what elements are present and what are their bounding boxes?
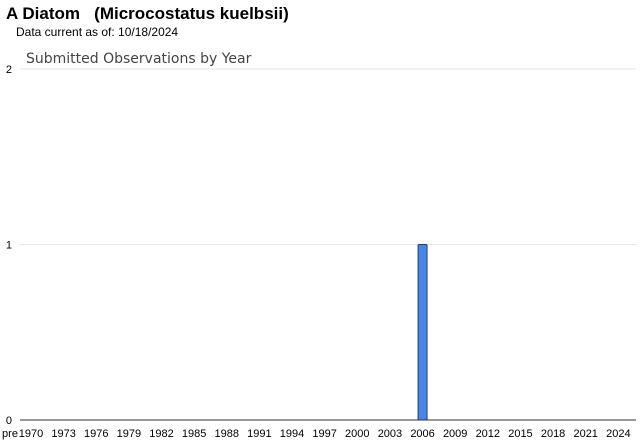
x-tick-label: 2015 xyxy=(508,428,532,440)
x-tick-label: 1970 xyxy=(19,428,43,440)
y-tick-label: 1 xyxy=(6,240,12,252)
grid-lines xyxy=(20,68,636,245)
chart-title: Submitted Observations by Year xyxy=(26,51,252,67)
x-tick-label: 2009 xyxy=(443,428,467,440)
bars xyxy=(417,244,428,421)
x-tick-label: 2000 xyxy=(345,428,369,440)
bar-2006 xyxy=(417,244,428,421)
x-tick-label: 2021 xyxy=(573,428,597,440)
page-title: A Diatom (Microcostatus kuelbsii) xyxy=(6,4,289,23)
x-tick-label: 2003 xyxy=(378,428,402,440)
x-tick-label: 1988 xyxy=(215,428,239,440)
x-tick-label: 2024 xyxy=(606,428,630,440)
y-tick-label: 0 xyxy=(6,415,12,427)
x-tick-label: 1976 xyxy=(84,428,108,440)
y-axis-ticks: 0 1 2 xyxy=(6,64,12,427)
x-tick-label: 1994 xyxy=(280,428,304,440)
x-tick-label: 1982 xyxy=(149,428,173,440)
x-tick-label: 1979 xyxy=(117,428,141,440)
x-tick-label: 2018 xyxy=(541,428,565,440)
data-current-note: Data current as of: 10/18/2024 xyxy=(16,25,179,39)
x-axis-ticks: pre 1970 1973 1976 1979 1982 1985 1988 1991 1994 1… xyxy=(2,428,631,440)
x-tick-label: 1985 xyxy=(182,428,206,440)
x-tick-label: 2012 xyxy=(476,428,500,440)
x-tick-label: 1991 xyxy=(247,428,271,440)
x-tick-label: 1997 xyxy=(312,428,336,440)
x-tick-label: 2006 xyxy=(410,428,434,440)
y-tick-label: 2 xyxy=(6,64,12,76)
x-tick-label: 1973 xyxy=(51,428,75,440)
x-tick-label: pre xyxy=(2,428,18,440)
